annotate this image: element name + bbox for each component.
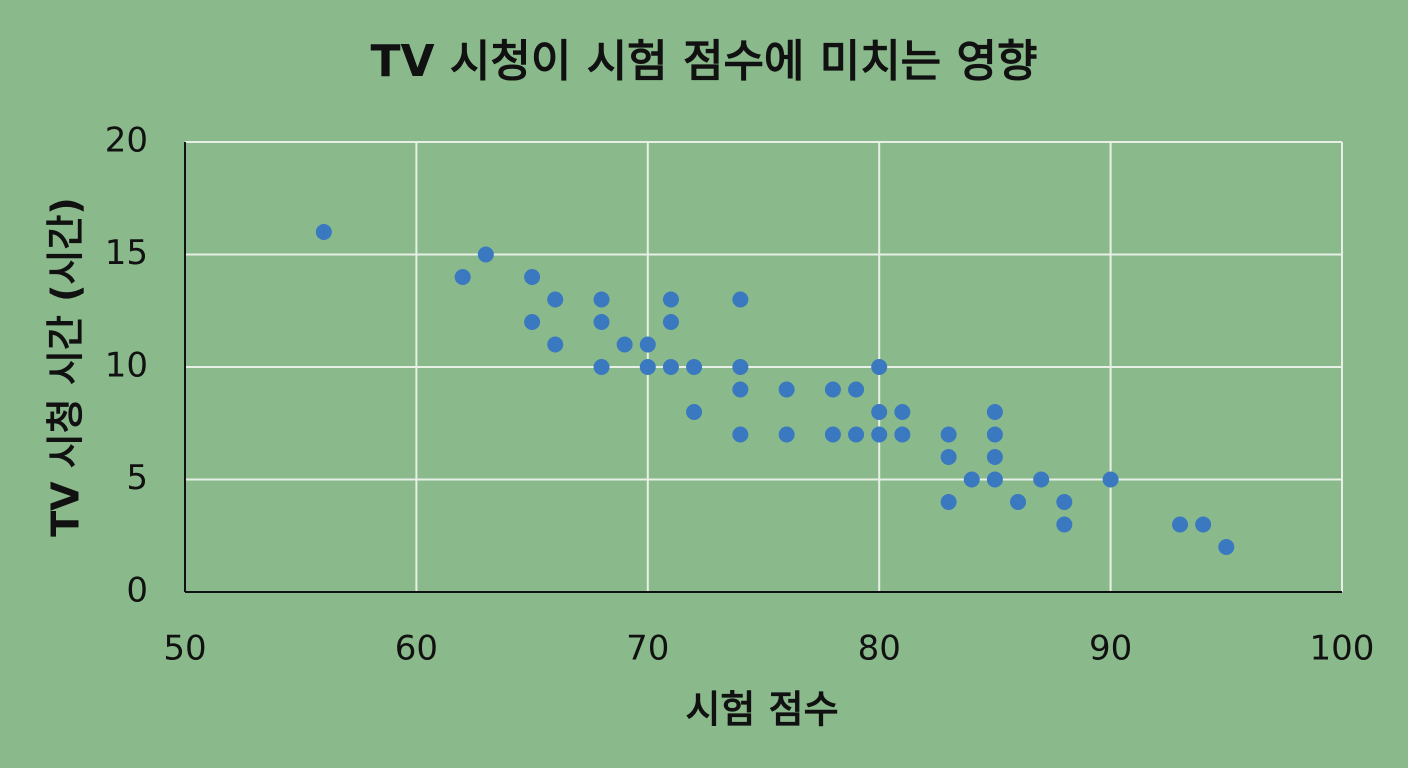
point	[1056, 494, 1073, 510]
point	[986, 471, 1003, 488]
point	[639, 359, 656, 375]
point	[524, 269, 541, 285]
point	[454, 269, 471, 285]
point	[524, 314, 541, 330]
point	[547, 336, 564, 353]
point	[1056, 516, 1073, 533]
y-tick-label: 20	[105, 121, 148, 161]
x-tick-label: 50	[163, 629, 206, 669]
point	[871, 404, 888, 420]
chart-title: TV 시청이 시험 점수에 미치는 영향	[371, 36, 1038, 87]
point	[940, 426, 957, 443]
x-tick-label: 100	[1310, 629, 1375, 669]
point	[940, 449, 957, 465]
x-axis-label: 시험 점수	[685, 688, 838, 732]
point	[662, 359, 679, 375]
point	[732, 291, 749, 308]
point	[477, 246, 494, 263]
point	[662, 291, 679, 308]
y-axis-label: TV 시청 시간 (시간)	[44, 197, 88, 537]
point	[315, 224, 332, 240]
point	[824, 381, 841, 398]
point	[662, 314, 679, 330]
point	[986, 449, 1003, 465]
point	[732, 381, 749, 398]
point	[963, 471, 980, 488]
point	[824, 426, 841, 443]
point	[894, 426, 911, 443]
point	[732, 426, 749, 443]
y-tick-label: 5	[126, 458, 148, 498]
point	[778, 381, 795, 398]
point	[986, 404, 1003, 420]
point	[547, 291, 564, 308]
x-tick-label: 60	[395, 629, 438, 669]
point	[848, 426, 865, 443]
point	[871, 359, 888, 375]
point	[1172, 516, 1189, 533]
point	[894, 404, 911, 420]
y-tick-label: 0	[126, 571, 148, 611]
point	[848, 381, 865, 398]
y-tick-label: 10	[105, 346, 148, 386]
point	[1102, 471, 1119, 488]
point	[1033, 471, 1050, 488]
x-tick-label: 90	[1089, 629, 1132, 669]
point	[871, 426, 888, 443]
x-tick-label: 70	[626, 629, 669, 669]
point	[639, 336, 656, 353]
point	[593, 359, 610, 375]
point	[1195, 516, 1212, 533]
point	[686, 359, 703, 375]
point	[1218, 539, 1235, 555]
point	[1010, 494, 1027, 510]
point	[778, 426, 795, 443]
point	[732, 359, 749, 375]
point	[686, 404, 703, 420]
point	[940, 494, 957, 510]
point	[986, 426, 1003, 443]
y-tick-label: 15	[105, 233, 148, 273]
point	[593, 291, 610, 308]
x-tick-label: 80	[858, 629, 901, 669]
point	[616, 336, 633, 353]
point	[593, 314, 610, 330]
